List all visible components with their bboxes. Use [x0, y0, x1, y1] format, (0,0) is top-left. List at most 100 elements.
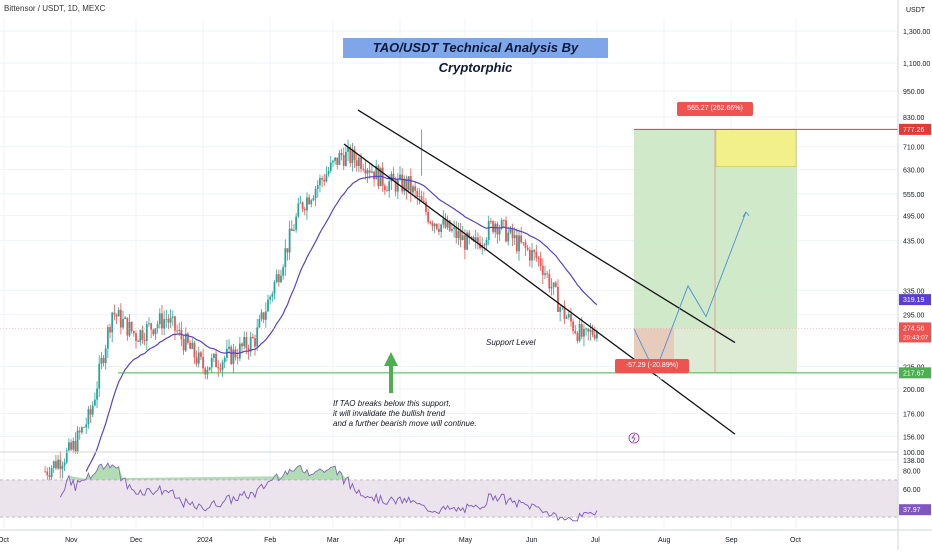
- candle-body: [299, 202, 302, 204]
- candle-body: [161, 313, 163, 329]
- candle-body: [238, 343, 241, 359]
- time-tick-label: Mar: [327, 537, 340, 544]
- candle-body: [576, 333, 579, 341]
- candle-body: [557, 286, 559, 312]
- candle-body: [247, 348, 250, 352]
- candle-body: [163, 319, 166, 329]
- candle-body: [466, 232, 468, 250]
- candle-body: [195, 357, 198, 364]
- candle-body: [284, 248, 287, 268]
- candle-body: [228, 346, 230, 349]
- candle-body: [386, 190, 388, 192]
- rsi-band: [0, 479, 898, 518]
- lightning-bolt: [631, 433, 636, 443]
- candle-body: [89, 409, 92, 415]
- candle-body: [336, 157, 339, 165]
- candle-body: [394, 179, 397, 192]
- price-tick-label: 1,300.00: [903, 29, 930, 36]
- candle-body: [258, 319, 261, 328]
- channel-lower-line: [343, 143, 736, 435]
- candle-body: [290, 228, 293, 231]
- candle-body: [217, 367, 220, 369]
- note-line-1: If TAO breaks below this support,: [333, 399, 451, 408]
- candle-body: [81, 427, 83, 433]
- candle-body: [187, 333, 189, 343]
- candle-body: [303, 208, 306, 211]
- time-tick-label: 2024: [197, 537, 213, 544]
- candle-body: [55, 461, 57, 469]
- candle-body: [316, 185, 319, 189]
- candle-body: [468, 232, 471, 239]
- candle-body: [483, 244, 486, 246]
- candle-body: [310, 200, 313, 205]
- candle-body: [427, 211, 430, 222]
- price-tick-label: 335.00: [903, 288, 925, 295]
- candle-body: [96, 388, 98, 400]
- note-text: If TAO breaks below this support, it wil…: [333, 399, 477, 429]
- candle-body: [544, 273, 546, 275]
- candle-body: [104, 348, 107, 363]
- support-label: Support Level: [486, 338, 536, 347]
- candle-body: [215, 353, 217, 368]
- candle-body: [130, 321, 133, 332]
- candle-body: [260, 312, 263, 320]
- candle-body: [210, 357, 213, 368]
- candle-body: [440, 224, 443, 233]
- candle-body: [533, 250, 536, 253]
- candle-body: [308, 197, 311, 205]
- price-tick-label: 555.00: [903, 192, 925, 199]
- rsi-overbought-fill: [68, 463, 349, 480]
- candle-body: [314, 188, 317, 199]
- candle-body: [189, 342, 191, 349]
- candle-body: [485, 239, 488, 246]
- candle-body: [541, 265, 544, 275]
- price-badge-label: 319.19: [903, 297, 925, 304]
- candle-body: [128, 321, 131, 336]
- stop-label: -57.29 (-20.89%) -5,729: [615, 359, 689, 383]
- candle-body: [312, 198, 315, 201]
- time-tick-label: May: [459, 537, 473, 544]
- candle-body: [176, 330, 179, 332]
- candle-body: [44, 471, 47, 473]
- candle-body: [554, 282, 557, 287]
- candle-body: [583, 328, 585, 337]
- candle-body: [409, 176, 412, 193]
- candle-body: [548, 273, 551, 289]
- candle-body: [241, 343, 243, 347]
- candle-body: [273, 282, 276, 294]
- candle-body: [574, 330, 577, 334]
- candle-body: [46, 471, 49, 476]
- rsi-tick-label: 60.00: [903, 487, 921, 494]
- candle-body: [332, 160, 334, 163]
- candle-body: [349, 147, 352, 164]
- candle-body: [461, 235, 464, 241]
- candle-body: [334, 157, 336, 161]
- candle-body: [52, 461, 55, 469]
- candle-body: [152, 329, 155, 335]
- candle-body: [267, 299, 269, 312]
- candle-body: [589, 329, 592, 332]
- price-tick-label: 200.00: [903, 387, 925, 394]
- candle-body: [167, 318, 170, 323]
- candle-body: [433, 223, 436, 227]
- candle-body: [520, 235, 523, 243]
- candle-body: [280, 275, 282, 283]
- note-line-2: it will invalidate the bullish trend: [333, 409, 446, 418]
- price-tick-label: 1,100.00: [903, 61, 930, 68]
- candle-body: [193, 342, 196, 358]
- candle-body: [379, 167, 382, 187]
- price-tick-label: 710.00: [903, 145, 925, 152]
- candle-body: [596, 331, 598, 339]
- candle-body: [388, 181, 391, 192]
- rsi-tick-label: 80.00: [903, 469, 921, 476]
- projection-path: [633, 211, 747, 374]
- candle-body: [50, 468, 53, 478]
- candle-body: [72, 440, 75, 450]
- candle-body: [425, 201, 427, 212]
- candle-body: [184, 333, 187, 351]
- price-tick-label: 830.00: [903, 115, 925, 122]
- candle-body: [513, 235, 516, 239]
- candle-body: [383, 185, 386, 191]
- candle-body: [509, 227, 512, 233]
